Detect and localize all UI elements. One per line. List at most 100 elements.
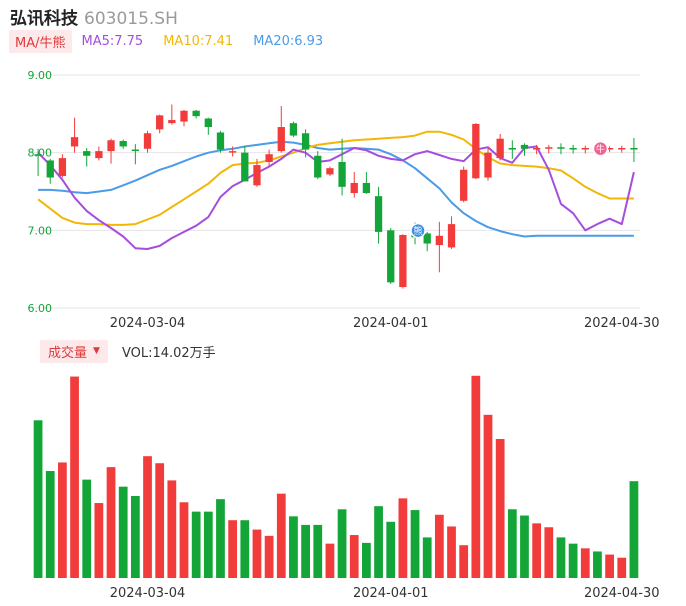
- volume-bar[interactable]: [82, 479, 92, 578]
- candle-body[interactable]: [46, 160, 54, 178]
- candle-body[interactable]: [350, 182, 358, 194]
- volume-bar[interactable]: [459, 545, 469, 578]
- volume-bar[interactable]: [629, 481, 639, 578]
- candle-body[interactable]: [253, 165, 261, 186]
- volume-bar[interactable]: [167, 480, 177, 578]
- volume-bar[interactable]: [203, 511, 213, 578]
- candle-body[interactable]: [228, 151, 237, 153]
- volume-bar[interactable]: [313, 524, 323, 578]
- candle-body[interactable]: [216, 132, 225, 150]
- volume-bar[interactable]: [143, 456, 152, 578]
- candle-body[interactable]: [387, 230, 395, 283]
- candle-body[interactable]: [83, 151, 91, 156]
- candle-body[interactable]: [545, 147, 553, 149]
- volume-bar[interactable]: [94, 503, 104, 578]
- candle-body[interactable]: [338, 161, 346, 187]
- candle-body[interactable]: [277, 127, 285, 152]
- candle-body[interactable]: [630, 148, 638, 150]
- candle-body[interactable]: [496, 138, 504, 159]
- volume-bar[interactable]: [532, 523, 542, 578]
- volume-bar[interactable]: [45, 471, 55, 578]
- volume-bar[interactable]: [130, 496, 140, 578]
- volume-bar[interactable]: [252, 529, 262, 578]
- volume-bar[interactable]: [264, 535, 274, 578]
- volume-bar[interactable]: [228, 520, 238, 578]
- candle-body[interactable]: [508, 148, 516, 150]
- candle-body[interactable]: [192, 110, 200, 117]
- candle-body[interactable]: [156, 115, 164, 130]
- volume-bar[interactable]: [191, 511, 201, 578]
- volume-bar[interactable]: [507, 509, 517, 578]
- volume-bar[interactable]: [106, 467, 116, 578]
- volume-bar[interactable]: [593, 551, 602, 578]
- candle-body[interactable]: [119, 141, 127, 147]
- ma-indicator-toggle[interactable]: MA/牛熊: [9, 29, 72, 53]
- volume-bar[interactable]: [410, 510, 420, 578]
- candle-body[interactable]: [460, 169, 468, 201]
- candle-body[interactable]: [399, 234, 407, 288]
- candle-body[interactable]: [143, 133, 152, 149]
- candle-body[interactable]: [180, 110, 188, 122]
- volume-bar[interactable]: [544, 527, 554, 578]
- candle-body[interactable]: [423, 233, 431, 244]
- candle-body[interactable]: [58, 158, 67, 176]
- volume-bar[interactable]: [301, 524, 310, 578]
- volume-bar[interactable]: [179, 502, 189, 578]
- candle-body[interactable]: [472, 123, 480, 179]
- volume-bar[interactable]: [422, 537, 432, 578]
- candle-body[interactable]: [131, 149, 140, 152]
- volume-bar[interactable]: [617, 557, 627, 578]
- volume-bar[interactable]: [118, 486, 128, 578]
- candle-body[interactable]: [605, 148, 614, 150]
- candle-body[interactable]: [557, 147, 565, 149]
- candle-body[interactable]: [34, 154, 42, 156]
- candle-body[interactable]: [241, 152, 249, 182]
- volume-bar[interactable]: [568, 543, 578, 578]
- candle-body[interactable]: [314, 155, 322, 178]
- candle-body[interactable]: [374, 196, 383, 232]
- volume-bar[interactable]: [520, 515, 529, 578]
- candle-body[interactable]: [168, 120, 176, 124]
- volume-bar[interactable]: [495, 439, 505, 578]
- volume-bar[interactable]: [605, 554, 614, 578]
- candle-body[interactable]: [95, 151, 103, 159]
- candle-body[interactable]: [326, 168, 334, 175]
- volume-bar[interactable]: [374, 506, 383, 578]
- candle-body[interactable]: [520, 144, 529, 149]
- volume-bar[interactable]: [289, 516, 298, 578]
- candle-body[interactable]: [70, 137, 79, 147]
- volume-bar[interactable]: [58, 462, 67, 578]
- volume-bar[interactable]: [386, 521, 396, 578]
- volume-bar[interactable]: [33, 420, 43, 578]
- candle-body[interactable]: [362, 182, 371, 194]
- volume-bar[interactable]: [325, 543, 335, 578]
- volume-bar[interactable]: [349, 535, 359, 578]
- volume-bar[interactable]: [556, 537, 566, 578]
- volume-bar[interactable]: [240, 520, 250, 578]
- candle-body[interactable]: [447, 224, 456, 248]
- volume-bar[interactable]: [434, 514, 444, 578]
- candle-body[interactable]: [569, 148, 577, 150]
- candle-body[interactable]: [618, 148, 626, 150]
- candle-body[interactable]: [581, 148, 589, 150]
- candle-body[interactable]: [484, 152, 492, 178]
- candle-body[interactable]: [204, 118, 212, 128]
- volume-bar[interactable]: [398, 498, 408, 578]
- volume-bar[interactable]: [447, 526, 456, 578]
- candle-body[interactable]: [289, 123, 298, 136]
- candle-body[interactable]: [107, 140, 115, 152]
- volume-bar[interactable]: [483, 414, 493, 578]
- candle-body[interactable]: [435, 235, 444, 246]
- candle-body[interactable]: [265, 154, 273, 162]
- volume-bar[interactable]: [580, 548, 590, 578]
- candle-body[interactable]: [532, 148, 541, 150]
- volume-indicator-dropdown[interactable]: 成交量 ▼: [40, 339, 108, 363]
- volume-bar[interactable]: [471, 375, 481, 578]
- candle-body[interactable]: [301, 133, 310, 150]
- volume-bar[interactable]: [337, 509, 347, 578]
- volume-bar[interactable]: [155, 463, 165, 578]
- volume-bar[interactable]: [70, 376, 79, 578]
- volume-bar[interactable]: [276, 493, 286, 578]
- volume-bar[interactable]: [216, 499, 225, 578]
